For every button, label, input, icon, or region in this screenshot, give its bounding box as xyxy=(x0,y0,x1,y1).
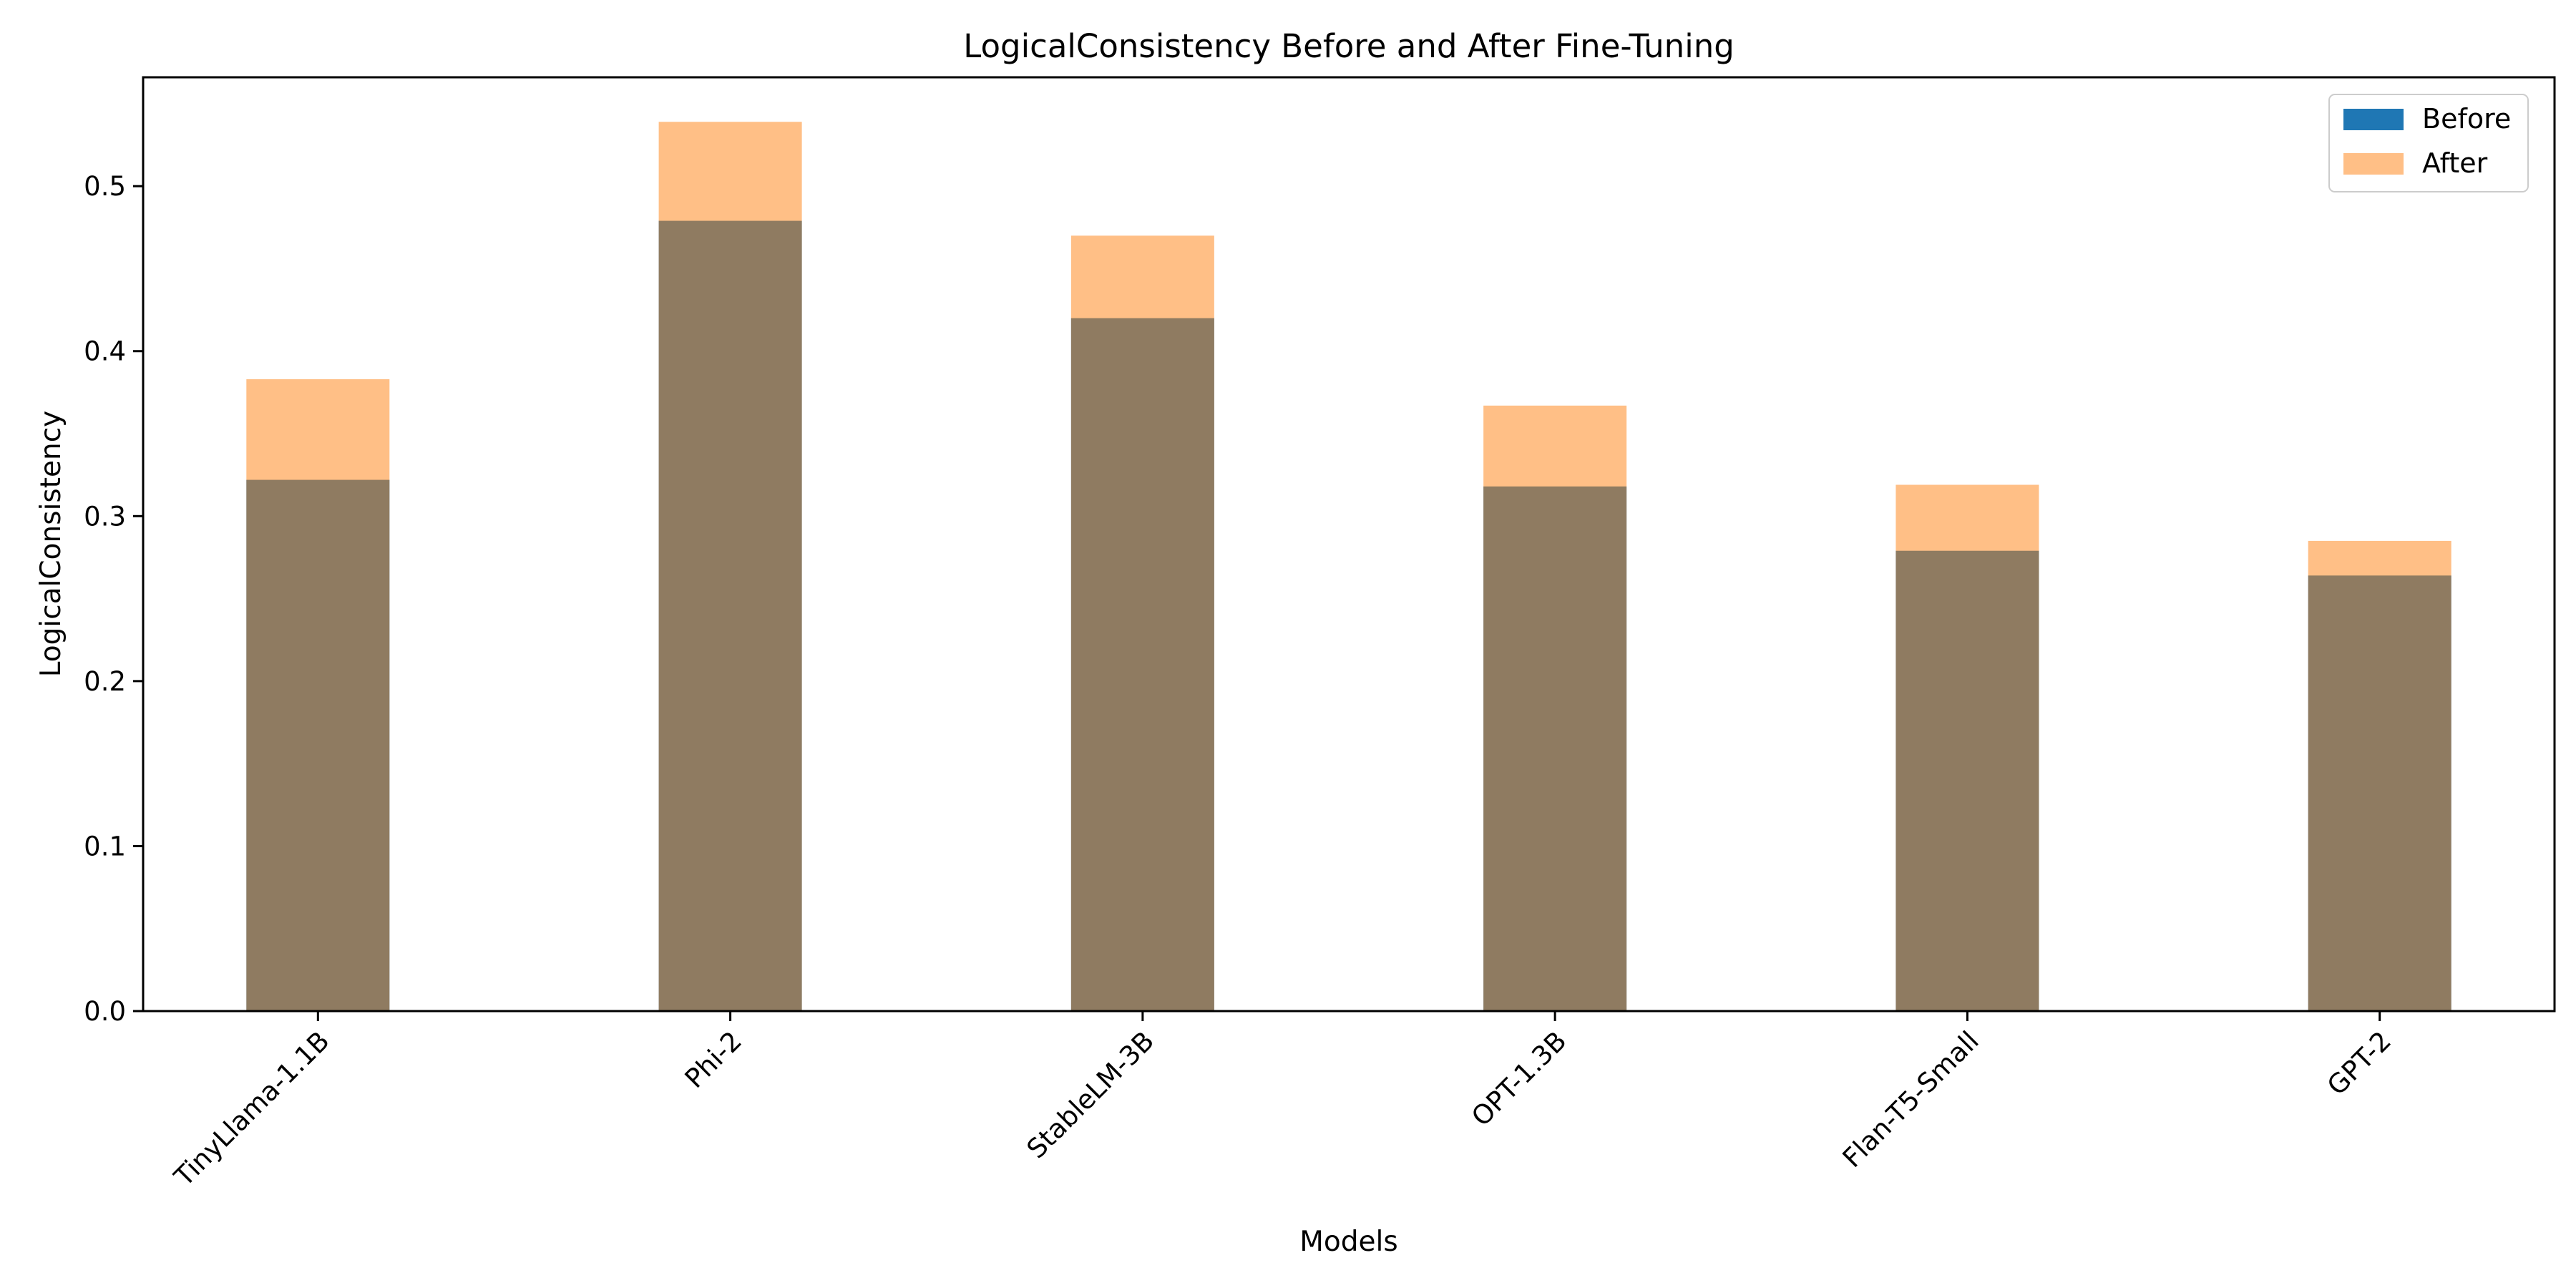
legend-label-before: Before xyxy=(2422,103,2511,135)
y-tick-label: 0.2 xyxy=(84,666,126,697)
bar-after-stablelm-3b xyxy=(1070,235,1214,1012)
chart-title: LogicalConsistency Before and After Fine… xyxy=(963,27,1735,65)
legend: Before After xyxy=(2328,94,2529,192)
bar-after-opt-1-3b xyxy=(1483,405,1627,1011)
y-tick-label: 0.5 xyxy=(84,171,126,202)
y-tick-label: 0.1 xyxy=(84,831,126,862)
bar-after-gpt-2 xyxy=(2308,540,2451,1011)
y-tick-label: 0.0 xyxy=(84,996,126,1027)
bars-layer xyxy=(246,122,2451,1012)
legend-swatch-after xyxy=(2343,153,2404,175)
bar-after-tinyllama-1-1b xyxy=(246,379,390,1011)
x-axis-label: Models xyxy=(1299,1226,1397,1258)
y-axis: 0.0 0.1 0.2 0.3 0.4 0.5 xyxy=(84,171,143,1027)
legend-label-after: After xyxy=(2422,147,2488,179)
legend-swatch-before xyxy=(2343,109,2404,130)
plot-frame xyxy=(142,76,2556,1013)
y-axis-label: LogicalConsistency xyxy=(35,411,67,677)
y-tick-label: 0.3 xyxy=(84,501,126,532)
bar-after-flan-t5-small xyxy=(1896,484,2039,1011)
y-tick-label: 0.4 xyxy=(84,336,126,367)
bar-after-phi-2 xyxy=(658,122,802,1011)
